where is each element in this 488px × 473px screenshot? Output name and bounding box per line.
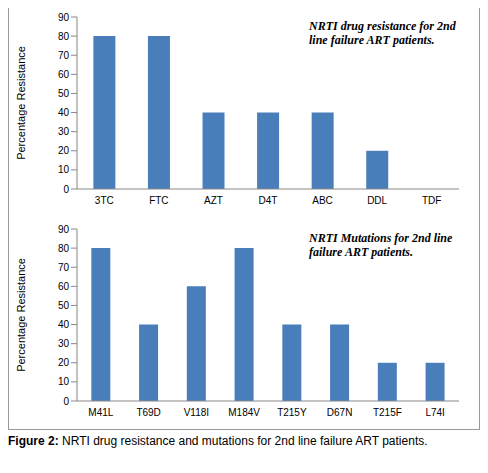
svg-text:T215F: T215F bbox=[373, 407, 402, 418]
svg-text:0: 0 bbox=[63, 184, 69, 195]
svg-text:10: 10 bbox=[58, 164, 70, 175]
svg-text:30: 30 bbox=[58, 338, 70, 349]
svg-text:AZT: AZT bbox=[204, 195, 223, 206]
svg-text:50: 50 bbox=[58, 88, 70, 99]
svg-text:50: 50 bbox=[58, 300, 70, 311]
html-text:NRTI drug resistance for 2nd l: NRTI drug resistance for 2nd line failur… bbox=[309, 19, 456, 47]
svg-text:60: 60 bbox=[58, 69, 70, 80]
svg-text:80: 80 bbox=[58, 31, 70, 42]
svg-text:0: 0 bbox=[63, 396, 69, 407]
svg-text:20: 20 bbox=[58, 357, 70, 368]
svg-text:FTC: FTC bbox=[149, 195, 168, 206]
svg-text:70: 70 bbox=[58, 262, 70, 273]
svg-text:Percentage Resistance: Percentage Resistance bbox=[15, 258, 27, 372]
svg-text:V118I: V118I bbox=[184, 407, 209, 418]
svg-text:90: 90 bbox=[58, 12, 70, 23]
svg-text:30: 30 bbox=[58, 126, 70, 137]
html-text:Figure 2: NRTI drug resistance: Figure 2: NRTI drug resistance and mutat… bbox=[8, 434, 428, 448]
svg-text:M184V: M184V bbox=[228, 407, 260, 418]
svg-text:60: 60 bbox=[58, 281, 70, 292]
svg-text:T69D: T69D bbox=[136, 407, 160, 418]
svg-text:40: 40 bbox=[58, 319, 70, 330]
svg-text:M41L: M41L bbox=[88, 407, 113, 418]
svg-text:20: 20 bbox=[58, 145, 70, 156]
svg-text:70: 70 bbox=[58, 50, 70, 61]
svg-text:90: 90 bbox=[58, 224, 70, 235]
svg-text:DDL: DDL bbox=[367, 195, 387, 206]
svg-text:D4T: D4T bbox=[259, 195, 278, 206]
svg-text:3TC: 3TC bbox=[95, 195, 114, 206]
svg-text:L74I: L74I bbox=[425, 407, 444, 418]
svg-text:TDF: TDF bbox=[422, 195, 441, 206]
svg-text:D67N: D67N bbox=[327, 407, 353, 418]
svg-text:ABC: ABC bbox=[312, 195, 333, 206]
svg-text:T215Y: T215Y bbox=[277, 407, 307, 418]
svg-text:80: 80 bbox=[58, 243, 70, 254]
svg-text:40: 40 bbox=[58, 107, 70, 118]
svg-text:10: 10 bbox=[58, 376, 70, 387]
html-text:NRTI Mutations for 2nd line fa: NRTI Mutations for 2nd line failure ART … bbox=[309, 231, 453, 259]
svg-text:Percentage Resistance: Percentage Resistance bbox=[15, 46, 27, 160]
